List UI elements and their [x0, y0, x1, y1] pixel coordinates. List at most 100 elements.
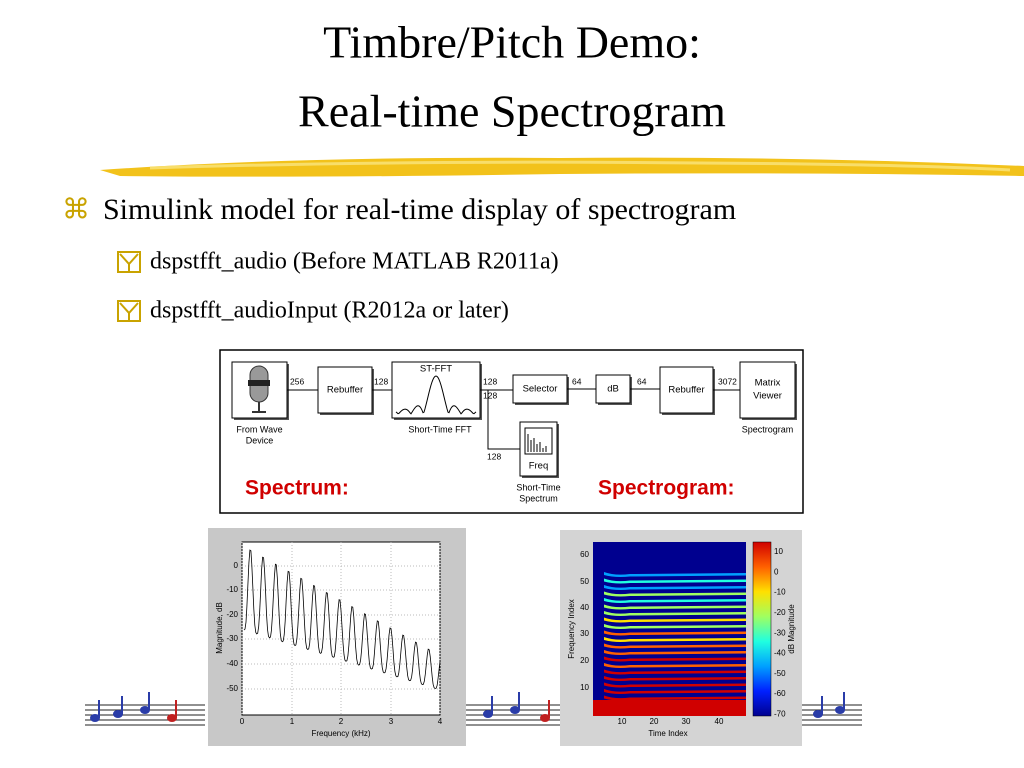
x-tick-label: 30 [682, 717, 691, 726]
sub-bullet-icon [117, 300, 141, 322]
block-caption: Short-Time [516, 482, 560, 492]
spectrogram-band [604, 611, 746, 616]
signal-label: 3072 [718, 376, 737, 386]
colorbar-tick-label: -50 [774, 669, 786, 678]
block-label: Freq [529, 461, 549, 472]
y-tick-label: 50 [580, 577, 589, 586]
mic-icon [252, 402, 266, 413]
spectrogram-band [593, 700, 746, 716]
signal-label: 256 [290, 376, 304, 386]
block-caption: Short-Time FFT [408, 424, 472, 434]
x-axis-label: Frequency (kHz) [311, 729, 370, 738]
scope-icon [524, 427, 553, 455]
y-tick-label: -20 [226, 610, 238, 619]
colorbar-tick-label: -40 [774, 649, 786, 658]
spectrogram-band [604, 585, 746, 590]
signal-label: 128 [483, 390, 497, 400]
spectrogram-image [593, 542, 746, 716]
x-tick-label: 10 [618, 717, 627, 726]
spectrogram-band [604, 676, 746, 681]
spectrogram-band [604, 624, 746, 629]
colorbar-tick-label: 0 [774, 567, 779, 576]
signal-line [487, 390, 520, 450]
spectrogram-band [604, 689, 746, 694]
signal-label: 64 [637, 376, 647, 386]
spectrogram-band [604, 663, 746, 668]
x-tick-label: 0 [240, 717, 245, 726]
colorbar-tick-label: -70 [774, 710, 786, 719]
colorbar-label: dB Magnitude [787, 604, 796, 654]
y-tick-label: -40 [226, 659, 238, 668]
y-tick-label: 60 [580, 550, 589, 559]
y-axis-label: Magnitude, dB [215, 602, 224, 654]
signal-label: 128 [487, 451, 501, 461]
spectrogram-band [604, 669, 746, 675]
x-tick-label: 20 [650, 717, 659, 726]
sub-bullet-icon [119, 253, 139, 271]
sub-bullet-text: dspstfft_audioInput (R2012a or later) [150, 298, 509, 324]
note [113, 710, 123, 718]
x-tick-label: 40 [715, 717, 724, 726]
colorbar-tick-label: -60 [774, 689, 786, 698]
block-label: dB [607, 384, 619, 395]
colorbar-tick-label: -10 [774, 588, 786, 597]
note [167, 714, 177, 722]
sub-bullet-icon [117, 251, 141, 273]
block [739, 361, 796, 419]
y-tick-label: 40 [580, 603, 589, 612]
spectrogram-band [604, 578, 746, 584]
note [483, 710, 493, 718]
block [317, 366, 373, 414]
note [510, 706, 520, 714]
signal-label: 128 [374, 376, 388, 386]
title-line: Timbre/Pitch Demo: [323, 17, 701, 68]
block [659, 366, 714, 414]
y-tick-label: 30 [580, 629, 589, 638]
gold-stroke [100, 157, 1024, 177]
spectrogram-band [604, 630, 746, 636]
signal-label: 64 [572, 376, 582, 386]
spectrogram-band [604, 598, 746, 603]
block-label: ST-FFT [420, 364, 452, 375]
spectrogram-band [604, 656, 746, 662]
caption: Spectrum: [245, 477, 349, 500]
block-label: Selector [523, 384, 558, 395]
spectrogram-band [604, 643, 746, 649]
x-axis-label: Time Index [648, 729, 687, 738]
signal-label: 128 [483, 376, 497, 386]
spectrogram-band [604, 637, 746, 642]
fft-icon [395, 375, 477, 415]
x-tick-label: 4 [438, 717, 443, 726]
y-tick-label: 20 [580, 656, 589, 665]
block-label: Matrix [755, 378, 781, 389]
title-line: Real-time Spectrogram [298, 86, 726, 137]
y-tick-label: 0 [234, 561, 239, 570]
caption: Spectrogram: [598, 477, 735, 500]
bullet-text: Simulink model for real-time display of … [103, 193, 736, 226]
y-tick-label: -50 [226, 684, 238, 693]
colorbar-tick-label: -30 [774, 628, 786, 637]
bullet-icon: ⌘ [62, 194, 90, 225]
block-caption: Spectrogram [742, 424, 794, 434]
spectrogram-band [604, 695, 746, 701]
note [813, 710, 823, 718]
colorbar [752, 541, 772, 717]
block-label: Viewer [753, 391, 782, 402]
spectrogram-band [604, 617, 746, 623]
y-tick-label: 10 [580, 683, 589, 692]
x-tick-label: 2 [339, 717, 344, 726]
x-tick-label: 3 [389, 717, 394, 726]
colorbar-tick-label: 10 [774, 547, 783, 556]
block-label: Rebuffer [668, 385, 704, 396]
spectrogram-band [604, 682, 746, 688]
sub-bullet-text: dspstfft_audio (Before MATLAB R2011a) [150, 249, 559, 275]
spectrogram-band [604, 650, 746, 655]
spectrogram-band [604, 572, 746, 577]
block-caption: Spectrum [519, 493, 558, 503]
sub-bullet-icon [119, 302, 139, 320]
spectrum-plot: 0 -10 -20 -30 -40 -50 0 1 2 3 4 Frequency (kHz) Magn… [215, 542, 443, 738]
x-tick-label: 1 [290, 717, 295, 726]
y-tick-label: -30 [226, 634, 238, 643]
